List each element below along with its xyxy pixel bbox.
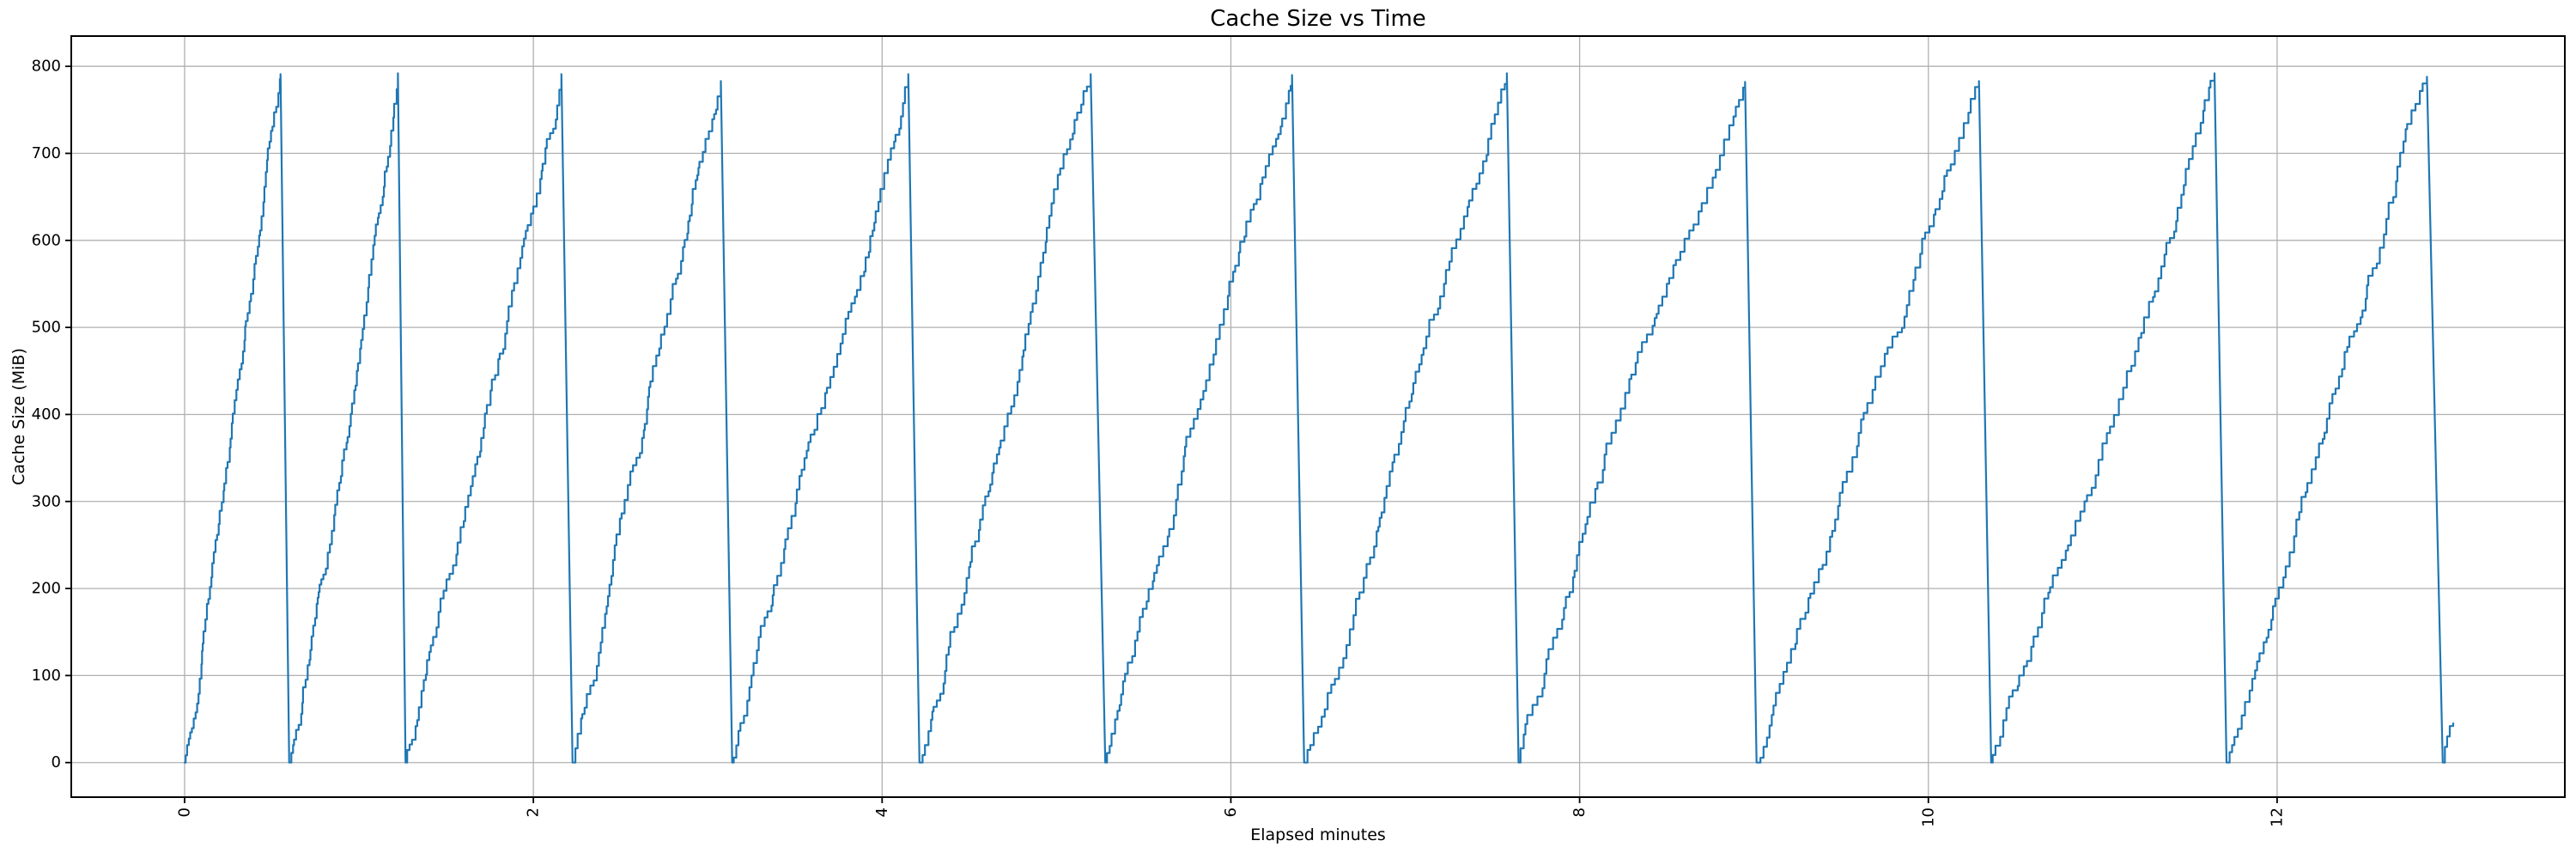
x-tick-label: 0 [176,807,194,817]
x-axis-label: Elapsed minutes [1250,825,1386,844]
gridlines [71,36,2565,797]
data-series [183,72,2455,764]
x-tick-label: 2 [525,807,543,817]
x-tick-label: 12 [2268,807,2286,827]
x-tick-label: 10 [1919,807,1937,827]
y-tick-label: 100 [32,667,61,685]
axis-ticks: 0 2 4 6 8 10 12 0 100 200 300 400 500 600 700 800 [32,58,2287,827]
y-tick-label: 600 [32,231,61,249]
y-tick-label: 200 [32,580,61,598]
cache-size-line [183,72,2455,764]
y-tick-label: 300 [32,492,61,510]
chart-title: Cache Size vs Time [1210,6,1426,32]
y-tick-label: 400 [32,405,61,423]
plot-border [70,35,2566,798]
y-tick-label: 500 [32,319,61,337]
y-tick-label: 0 [52,753,61,771]
y-axis-label: Cache Size (MiB) [9,348,28,485]
y-tick-label: 700 [32,144,61,162]
x-tick-label: 4 [873,807,891,817]
x-tick-label: 8 [1571,807,1589,817]
x-tick-label: 6 [1222,807,1240,817]
y-tick-label: 800 [32,58,61,76]
